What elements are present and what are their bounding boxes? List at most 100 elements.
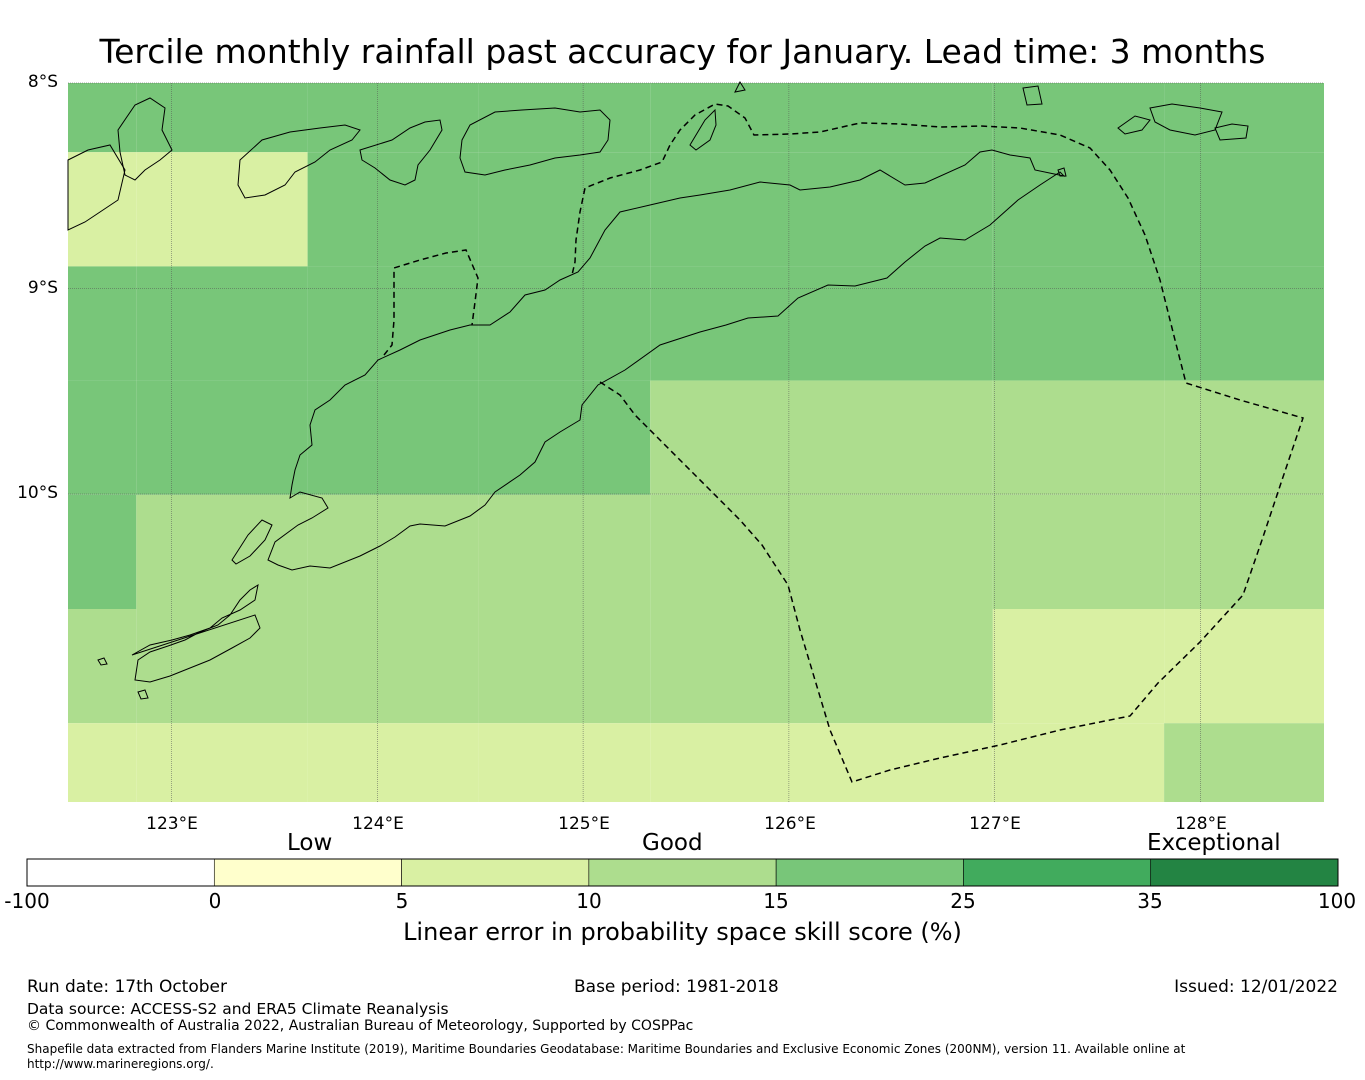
skill-cell bbox=[68, 152, 137, 267]
skill-cell bbox=[650, 83, 822, 153]
skill-cell bbox=[992, 494, 1165, 609]
skill-cell bbox=[136, 266, 308, 381]
skill-cell bbox=[307, 494, 479, 609]
skill-cell bbox=[307, 380, 479, 495]
colorbar-category-good: Good bbox=[642, 830, 703, 856]
sawu-coastline bbox=[131, 583, 261, 683]
data-source: Data source: ACCESS-S2 and ERA5 Climate … bbox=[27, 1000, 449, 1018]
colorbar-tick: 10 bbox=[576, 889, 602, 913]
lon-label-125e: 125°E bbox=[558, 814, 610, 834]
lon-label-123e: 123°E bbox=[146, 814, 198, 834]
graticule bbox=[68, 82, 1324, 802]
islet bbox=[1057, 167, 1067, 177]
lembata-coastline bbox=[117, 97, 173, 181]
skill-cell bbox=[478, 83, 651, 153]
skill-cell bbox=[136, 494, 308, 609]
skill-cell bbox=[68, 380, 137, 495]
copyright: © Commonwealth of Australia 2022, Austra… bbox=[27, 1018, 694, 1034]
rote-coastline bbox=[231, 519, 273, 565]
skill-cell bbox=[68, 609, 137, 724]
skill-cell bbox=[992, 380, 1165, 495]
skill-cell bbox=[307, 609, 479, 724]
skill-cell bbox=[478, 152, 651, 267]
issued-date: Issued: 12/01/2022 bbox=[1174, 977, 1338, 997]
skill-cell bbox=[136, 609, 308, 724]
skill-cell bbox=[478, 266, 651, 381]
colorbar-tick: 15 bbox=[763, 889, 789, 913]
east-timor-eez bbox=[571, 103, 1304, 783]
skill-cell bbox=[136, 380, 308, 495]
skill-cell bbox=[650, 494, 822, 609]
colorbar-label: Linear error in probability space skill … bbox=[403, 918, 962, 946]
lat-label-9s: 9°S bbox=[27, 278, 58, 298]
oecusse-eez bbox=[383, 249, 479, 356]
skill-cell bbox=[68, 494, 137, 609]
skill-cell bbox=[821, 380, 993, 495]
skill-cell bbox=[821, 494, 993, 609]
skill-cell bbox=[307, 723, 479, 802]
skill-cell bbox=[992, 609, 1165, 724]
skill-cell bbox=[992, 266, 1165, 381]
skill-cell bbox=[992, 152, 1165, 267]
lon-label-128e: 128°E bbox=[1175, 814, 1227, 834]
skill-cell bbox=[650, 266, 822, 381]
colorbar-category-exceptional: Exceptional bbox=[1147, 830, 1281, 856]
skill-cell bbox=[821, 83, 993, 153]
leti-coastline bbox=[1117, 115, 1151, 135]
flores-coastline bbox=[67, 144, 126, 231]
skill-cell bbox=[1164, 723, 1324, 802]
skill-cell bbox=[821, 723, 993, 802]
skill-grid bbox=[68, 83, 1324, 802]
skill-cell bbox=[650, 380, 822, 495]
coastline bbox=[67, 80, 1249, 700]
eez-boundary bbox=[383, 103, 1304, 783]
skill-cell bbox=[136, 152, 308, 267]
skill-cell bbox=[821, 609, 993, 724]
alor-coastline bbox=[237, 124, 361, 199]
wetar-coastline bbox=[459, 107, 611, 176]
skill-cell bbox=[992, 723, 1165, 802]
lat-label-8s: 8°S bbox=[27, 72, 58, 92]
lon-label-126e: 126°E bbox=[764, 814, 816, 834]
skill-cell bbox=[992, 83, 1165, 153]
pantar-coastline bbox=[359, 119, 443, 186]
skill-cell bbox=[1164, 609, 1324, 724]
skill-cell bbox=[136, 723, 308, 802]
moa-coastline bbox=[1149, 103, 1223, 136]
lon-label-127e: 127°E bbox=[969, 814, 1021, 834]
shapefile-url: http://www.marineregions.org/. bbox=[27, 1057, 214, 1071]
islet bbox=[137, 689, 149, 700]
run-date: Run date: 17th October bbox=[27, 977, 227, 997]
skill-cell bbox=[1164, 380, 1324, 495]
lat-label-10s: 10°S bbox=[17, 483, 58, 503]
lon-label-124e: 124°E bbox=[352, 814, 404, 834]
skill-cell bbox=[68, 83, 137, 153]
skill-cell bbox=[68, 266, 137, 381]
skill-cell bbox=[68, 723, 137, 802]
colorbar-tick: 100 bbox=[1317, 889, 1357, 913]
atauro-coastline bbox=[689, 108, 717, 151]
colorbar-tick: 25 bbox=[950, 889, 976, 913]
kisar-coastline bbox=[1022, 85, 1043, 106]
skill-cell bbox=[650, 723, 822, 802]
skill-cell bbox=[1164, 83, 1324, 153]
colorbar-tick: -100 bbox=[4, 889, 50, 913]
lakor-coastline bbox=[1214, 123, 1249, 141]
skill-cell bbox=[136, 83, 308, 153]
skill-cell bbox=[478, 609, 651, 724]
skill-cell bbox=[821, 152, 993, 267]
skill-cell bbox=[1164, 266, 1324, 381]
skill-cell bbox=[821, 266, 993, 381]
shapefile-credit: Shapefile data extracted from Flanders M… bbox=[27, 1042, 1186, 1056]
colorbar-tick: 0 bbox=[208, 889, 222, 913]
colorbar-category-low: Low bbox=[287, 830, 333, 856]
skill-cell bbox=[307, 152, 479, 267]
colorbar-tick: 35 bbox=[1137, 889, 1163, 913]
skill-cell bbox=[650, 609, 822, 724]
skill-cell bbox=[478, 380, 651, 495]
skill-cell bbox=[307, 83, 479, 153]
chart-title: Tercile monthly rainfall past accuracy f… bbox=[99, 32, 1266, 71]
skill-cell bbox=[650, 152, 822, 267]
islet bbox=[97, 657, 108, 666]
